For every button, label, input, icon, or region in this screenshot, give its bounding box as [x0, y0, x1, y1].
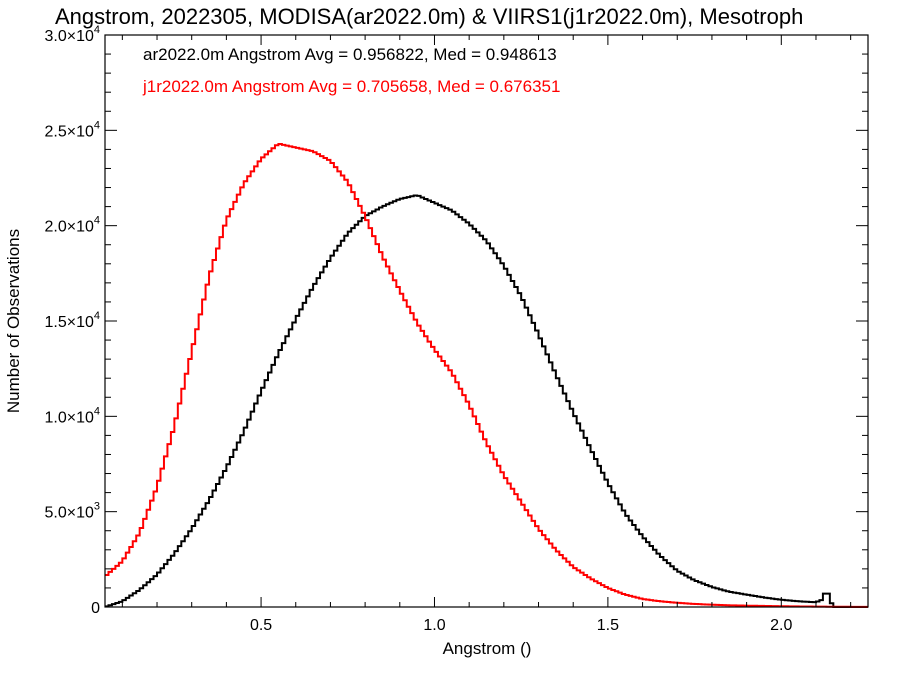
x-tick-label-0: 0.5	[250, 617, 272, 634]
legend-entry-ar2022: ar2022.0m Angstrom Avg = 0.956822, Med =…	[143, 45, 557, 64]
y-tick-label-2: 1.0×104	[44, 405, 100, 426]
series-line-0	[105, 194, 868, 608]
y-tick-label-6: 3.0×104	[44, 24, 100, 45]
x-axis-label: Angstrom ()	[443, 639, 532, 658]
x-tick-label-3: 2.0	[770, 617, 792, 634]
y-axis: 0 5.0×103 1.0×104 1.5×104 2.0×104 2.5×104 3.0×…	[44, 24, 868, 617]
x-tick-label-1: 1.0	[423, 617, 445, 634]
plot-area	[105, 143, 868, 608]
plot-frame	[104, 34, 869, 608]
y-tick-label-4: 2.0×104	[44, 215, 100, 236]
y-tick-label-0: 0	[91, 600, 100, 617]
x-axis: 0.5 1.0 1.5 2.0	[121, 35, 852, 634]
chart-title: Angstrom, 2022305, MODISA(ar2022.0m) & V…	[55, 4, 803, 29]
legend-entry-j1r2022: j1r2022.0m Angstrom Avg = 0.705658, Med …	[142, 77, 560, 96]
y-tick-label-5: 2.5×104	[44, 119, 100, 140]
y-tick-label-3: 1.5×104	[44, 310, 100, 331]
y-tick-label-1: 5.0×103	[44, 501, 100, 522]
x-tick-label-2: 1.5	[597, 617, 619, 634]
series-line-1	[105, 143, 868, 608]
y-axis-label: Number of Observations	[4, 229, 23, 413]
